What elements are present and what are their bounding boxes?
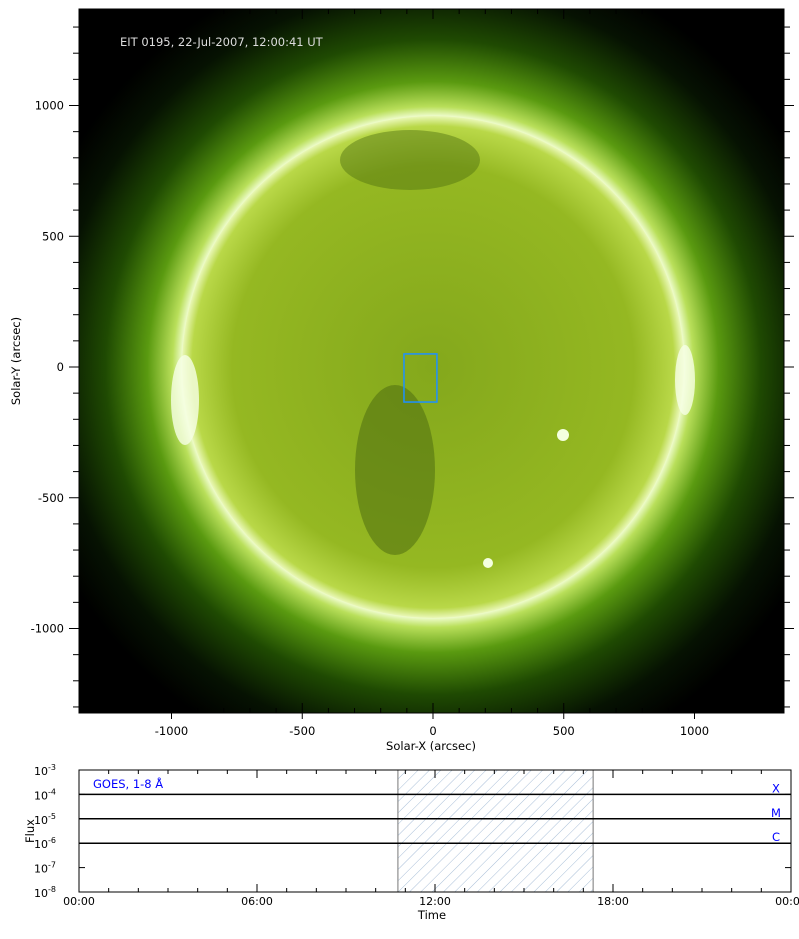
goes-panel: XMC 00:00 06:00 12:00 18:00 00:00 10-3 10-4 10-5… (23, 763, 799, 922)
goes-x-tick-label: 18:00 (597, 895, 629, 908)
highlight-interval (397, 769, 594, 893)
x-axis-label: Solar-X (arcsec) (386, 739, 476, 753)
flare-class-label: C (772, 830, 780, 844)
y-tick-label: 0 (57, 360, 64, 374)
image-frame (78, 8, 785, 714)
active-region (483, 558, 493, 568)
limb-brightening (171, 355, 199, 445)
y-tick-label: 1000 (35, 99, 64, 113)
roi-box (403, 353, 438, 403)
goes-title: GOES, 1-8 Å (93, 776, 163, 791)
flare-class-label: X (772, 781, 780, 795)
y-tick-label: -1000 (31, 622, 64, 636)
goes-y-tick-label: 10-4 (34, 787, 56, 802)
coronal-hole (340, 130, 480, 190)
y-axis-label: Solar-Y (arcsec) (9, 317, 23, 405)
limb-brightening (675, 345, 695, 415)
goes-x-tick-label: 06:00 (241, 895, 273, 908)
goes-frame (78, 769, 792, 893)
y-tick-label: 500 (42, 229, 64, 243)
x-tick-label: 1000 (680, 724, 709, 738)
goes-y-tick-label: 10-7 (34, 861, 56, 876)
goes-y-tick-label: 10-8 (34, 885, 56, 900)
goes-y-tick-label: 10-5 (34, 812, 56, 827)
goes-x-tick-label: 12:00 (419, 895, 451, 908)
solar-image-panel: EIT 0195, 22-Jul-2007, 12:00:41 UT -1000… (9, 8, 794, 753)
x-tick-label: -1000 (155, 724, 188, 738)
goes-x-tick-label: 00:00 (775, 895, 799, 908)
goes-x-tick-label: 00:00 (63, 895, 95, 908)
coronal-hole (355, 385, 435, 555)
goes-x-axis-label: Time (417, 908, 446, 922)
goes-y-tick-label: 10-3 (34, 763, 56, 778)
active-region (557, 429, 569, 441)
solar-disk (182, 116, 684, 618)
flare-class-label: M (771, 806, 781, 820)
image-title: EIT 0195, 22-Jul-2007, 12:00:41 UT (120, 35, 324, 49)
x-tick-label: -500 (289, 724, 315, 738)
goes-y-axis-label: Flux (23, 819, 37, 843)
y-tick-label: -500 (38, 491, 64, 505)
x-tick-label: 500 (553, 724, 575, 738)
x-tick-label: 0 (429, 724, 436, 738)
goes-y-tick-label: 10-6 (34, 836, 56, 851)
